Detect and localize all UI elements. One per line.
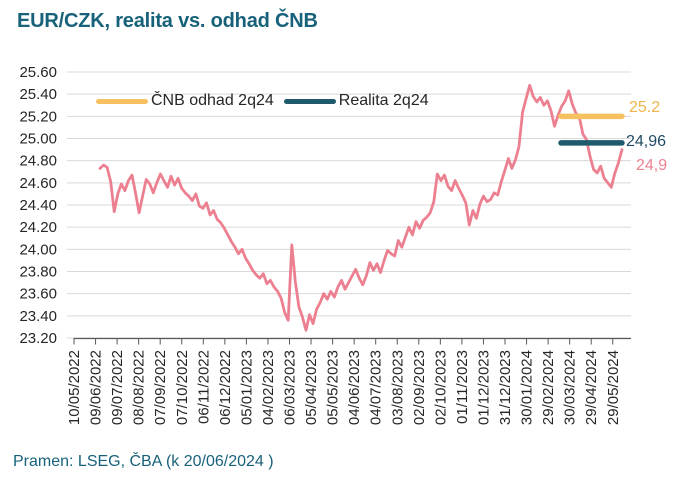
y-tick-label: 24.40 <box>19 197 57 214</box>
legend-label-realita: Realita 2q24 <box>338 92 429 109</box>
y-tick-label: 23.20 <box>19 330 57 347</box>
x-tick-label: 04/07/2023 <box>368 350 385 425</box>
legend-swatch-realita <box>283 98 336 104</box>
x-tick-label: 06/03/2023 <box>282 350 299 425</box>
y-tick-label: 25.00 <box>19 131 57 148</box>
page-title: EUR/CZK, realita vs. odhad ČNB <box>17 10 318 32</box>
legend-swatch-cnb-odhad <box>96 98 148 104</box>
x-tick-label: 09/07/2022 <box>109 350 126 425</box>
x-tick-label: 06/12/2022 <box>217 350 234 425</box>
legend-item-cnb-odhad: ČNB odhad 2q24 <box>96 92 274 110</box>
y-tick-label: 24.60 <box>19 175 57 192</box>
y-tick-label: 23.40 <box>19 308 57 325</box>
legend-label-cnb-odhad: ČNB odhad 2q24 <box>151 92 274 109</box>
x-tick-label: 30/03/2024 <box>562 350 579 425</box>
x-tick-label: 01/11/2023 <box>454 350 471 424</box>
y-tick-label: 24.00 <box>19 241 57 258</box>
y-tick-label: 25.40 <box>19 86 57 103</box>
eurczk-series-line <box>98 83 624 332</box>
annotation-last-value: 24,9 <box>636 157 668 174</box>
x-tick-label: 09/06/2022 <box>88 350 105 425</box>
source-note: Pramen: LSEG, ČBA (k 20/06/2024 ) <box>13 453 274 470</box>
x-tick-label: 07/10/2022 <box>174 350 191 425</box>
x-tick-label: 05/01/2023 <box>238 350 255 425</box>
y-tick-label: 24.20 <box>19 219 57 236</box>
chart-legend: ČNB odhad 2q24 Realita 2q24 <box>96 92 429 110</box>
x-tick-label: 05/05/2023 <box>325 350 342 425</box>
y-tick-label: 23.80 <box>19 264 57 281</box>
x-tick-label: 29/05/2024 <box>605 350 622 425</box>
x-tick-label: 07/09/2022 <box>152 350 169 425</box>
x-tick-label: 31/12/2023 <box>497 350 514 425</box>
y-tick-label: 25.20 <box>19 108 57 125</box>
x-tick-label: 06/11/2022 <box>195 350 212 424</box>
x-tick-label: 29/02/2024 <box>540 350 557 425</box>
x-tick-label: 30/01/2024 <box>519 350 536 425</box>
y-tick-label: 25.60 <box>19 64 57 81</box>
x-tick-label: 04/06/2023 <box>346 350 363 425</box>
annotation-reality-value: 24,96 <box>626 133 667 150</box>
x-tick-label: 02/10/2023 <box>432 350 449 425</box>
y-tick-label: 23.60 <box>19 286 57 303</box>
x-tick-label: 03/08/2023 <box>389 350 406 425</box>
x-tick-label: 29/04/2024 <box>583 350 600 425</box>
x-tick-label: 02/09/2023 <box>411 350 428 425</box>
x-tick-label: 04/02/2023 <box>260 350 277 425</box>
legend-item-realita: Realita 2q24 <box>283 92 429 110</box>
x-tick-label: 08/08/2022 <box>131 350 148 425</box>
y-tick-label: 24.80 <box>19 153 57 170</box>
annotation-forecast-value: 25.2 <box>629 99 661 116</box>
x-tick-label: 10/05/2022 <box>66 350 83 425</box>
x-tick-label: 05/04/2023 <box>303 350 320 425</box>
x-tick-label: 01/12/2023 <box>475 350 492 425</box>
